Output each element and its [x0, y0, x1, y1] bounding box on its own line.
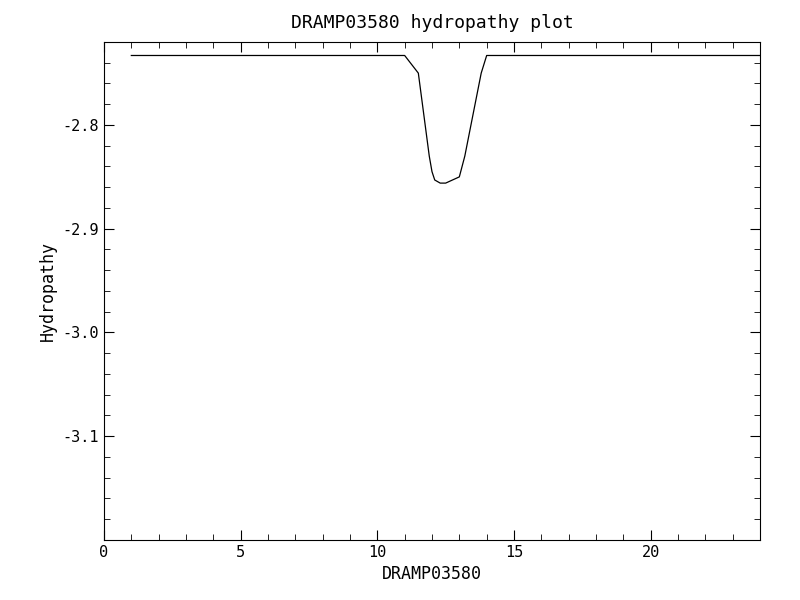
- X-axis label: DRAMP03580: DRAMP03580: [382, 565, 482, 583]
- Y-axis label: Hydropathy: Hydropathy: [39, 241, 57, 341]
- Title: DRAMP03580 hydropathy plot: DRAMP03580 hydropathy plot: [290, 14, 574, 32]
